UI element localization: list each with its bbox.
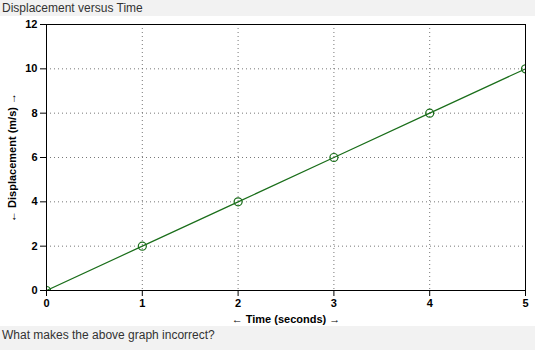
svg-text:12: 12 (25, 18, 37, 30)
svg-text:2: 2 (235, 297, 241, 309)
svg-text:1: 1 (139, 297, 145, 309)
svg-text:10: 10 (25, 62, 37, 74)
svg-text:8: 8 (31, 107, 37, 119)
svg-text:← Time (seconds) →: ← Time (seconds) → (232, 313, 341, 325)
html-text:What makes the above graph inc: What makes the above graph incorrect? (2, 328, 215, 342)
svg-text:3: 3 (331, 297, 337, 309)
svg-text:4: 4 (31, 195, 38, 207)
svg-text:4: 4 (427, 297, 434, 309)
svg-text:2: 2 (31, 240, 37, 252)
svg-text:0: 0 (43, 297, 49, 309)
svg-text:6: 6 (31, 151, 37, 163)
svg-text:← Displacement (m/s) →: ← Displacement (m/s) → (6, 93, 18, 222)
svg-text:5: 5 (522, 297, 528, 309)
html-text:Displacement versus Time: Displacement versus Time (2, 1, 143, 15)
svg-text:0: 0 (31, 284, 37, 296)
